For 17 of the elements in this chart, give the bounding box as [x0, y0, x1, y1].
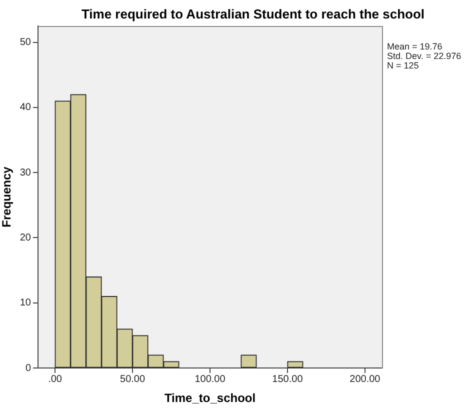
y-tick-label: 10 [20, 298, 32, 309]
x-tick-label: 150.00 [272, 374, 304, 385]
x-axis-title: Time_to_school [164, 391, 256, 406]
y-axis-title: Frequency [0, 166, 14, 228]
x-tick-label: 50.00 [120, 374, 146, 385]
y-tick-label: 0 [25, 362, 32, 374]
x-tick-label: .00 [48, 374, 62, 385]
text: Std. Dev. = 22.976 [387, 50, 462, 61]
text: N = 125 [387, 60, 419, 70]
x-tick-label: 100.00 [194, 374, 226, 385]
y-tick-label: 50 [20, 37, 32, 48]
y-tick-label: 20 [20, 232, 32, 244]
x-tick-label: 200.00 [350, 374, 381, 385]
y-tick-label: 30 [20, 167, 32, 178]
y-tick-label: 40 [20, 102, 32, 114]
chart-title: Time required to Australian Student to reach the school [81, 6, 425, 22]
text: Mean = 19.76 [387, 41, 442, 52]
